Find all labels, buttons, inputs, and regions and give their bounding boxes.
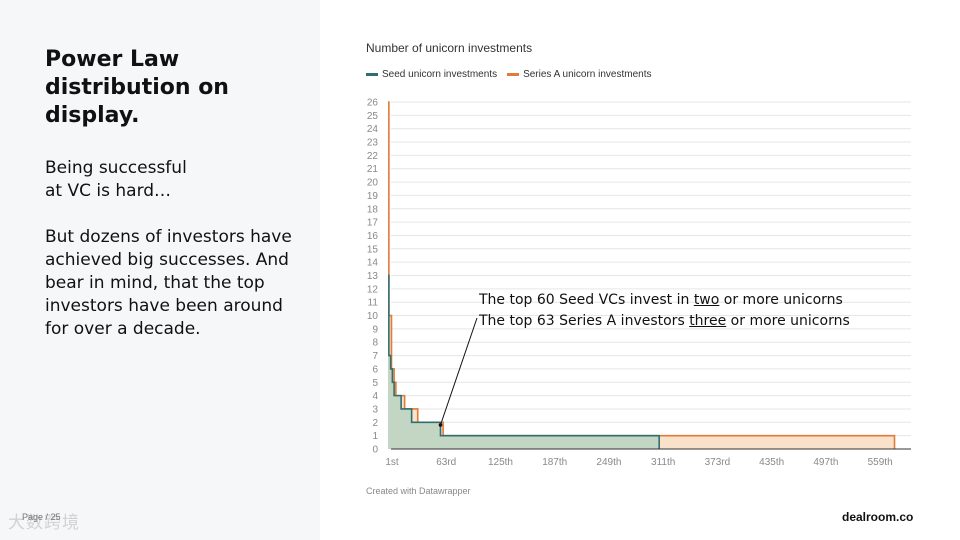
y-tick-label-10: 10: [367, 311, 379, 322]
y-tick-label-1: 1: [372, 431, 378, 442]
left-panel: [0, 0, 320, 540]
annotation-line-1: The top 60 Seed VCs invest in two or mor…: [479, 290, 850, 311]
legend-item-series-a: Series A unicorn investments: [507, 69, 651, 80]
y-tick-label-19: 19: [367, 191, 379, 202]
y-tick-label-13: 13: [367, 271, 379, 282]
y-tick-label-9: 9: [372, 324, 378, 335]
x-tick-label-7: 435th: [759, 457, 784, 468]
brand-logo: dealroom.co: [842, 510, 914, 524]
slide-title: Power Law distribution on display.: [45, 47, 229, 128]
y-tick-label-18: 18: [367, 204, 379, 215]
x-tick-label-8: 497th: [813, 457, 838, 468]
legend-label-series-a: Series A unicorn investments: [523, 69, 652, 80]
x-tick-label-3: 187th: [542, 457, 567, 468]
annotation-2-emph: three: [689, 313, 727, 329]
x-tick-label-9: 559th: [868, 457, 893, 468]
y-tick-label-25: 25: [367, 111, 379, 122]
annotation-1-text-a: The top 60 Seed VCs invest in: [479, 292, 694, 308]
annotation-2-text-a: The top 63 Series A investors: [479, 313, 690, 329]
y-tick-label-17: 17: [367, 218, 379, 229]
annotation-line-2: The top 63 Series A investors three or m…: [479, 311, 850, 332]
annotation-1-emph: two: [693, 292, 720, 308]
annotation-point: [438, 423, 443, 427]
y-tick-label-7: 7: [372, 351, 378, 362]
y-tick-label-11: 11: [368, 298, 379, 309]
y-tick-label-20: 20: [367, 178, 379, 189]
y-tick-label-8: 8: [372, 338, 378, 349]
y-tick-label-4: 4: [372, 391, 378, 402]
y-tick-label-16: 16: [367, 231, 379, 242]
y-tick-label-14: 14: [367, 258, 379, 269]
series-area-1: [388, 275, 660, 449]
y-tick-label-6: 6: [372, 364, 378, 375]
y-tick-label-2: 2: [372, 418, 378, 429]
x-tick-label-1: 63rd: [436, 457, 456, 468]
page-number: Page / 25: [22, 512, 61, 522]
annotation-2-text-b: or more unicorns: [726, 313, 850, 329]
x-tick-label-0: 1st: [385, 457, 399, 468]
legend-swatch-seed: [366, 73, 378, 76]
x-tick-label-5: 311th: [651, 457, 675, 468]
x-tick-label-6: 373rd: [705, 457, 731, 468]
chart-annotation: The top 60 Seed VCs invest in two or mor…: [479, 290, 850, 332]
y-tick-label-26: 26: [367, 98, 379, 109]
y-tick-label-0: 0: [372, 445, 378, 456]
legend-swatch-series-a: [507, 73, 520, 76]
x-tick-label-4: 249th: [596, 457, 621, 468]
x-tick-label-2: 125th: [488, 457, 513, 468]
intro-paragraph: Being successful at VC is hard…: [45, 158, 187, 201]
annotation-1-text-b: or more unicorns: [719, 292, 843, 308]
y-tick-label-23: 23: [367, 138, 379, 149]
chart-credit: Created with Datawrapper: [366, 486, 471, 496]
y-tick-label-22: 22: [367, 151, 379, 162]
legend-item-seed: Seed unicorn investments: [366, 69, 497, 80]
detail-paragraph: But dozens of investors have achieved bi…: [45, 227, 292, 339]
y-tick-label-12: 12: [367, 284, 379, 295]
y-tick-label-5: 5: [372, 378, 378, 389]
chart-title: Number of unicorn investments: [366, 41, 533, 55]
y-tick-label-24: 24: [367, 124, 379, 135]
chart-legend: Seed unicorn investments Series A unicor…: [366, 69, 661, 80]
y-tick-label-3: 3: [372, 404, 378, 415]
watermark: 大数跨境: [8, 513, 80, 533]
annotation-pointer: [440, 317, 478, 426]
legend-label-seed: Seed unicorn investments: [382, 69, 498, 80]
y-tick-label-15: 15: [367, 244, 379, 255]
y-tick-label-21: 21: [367, 164, 379, 175]
